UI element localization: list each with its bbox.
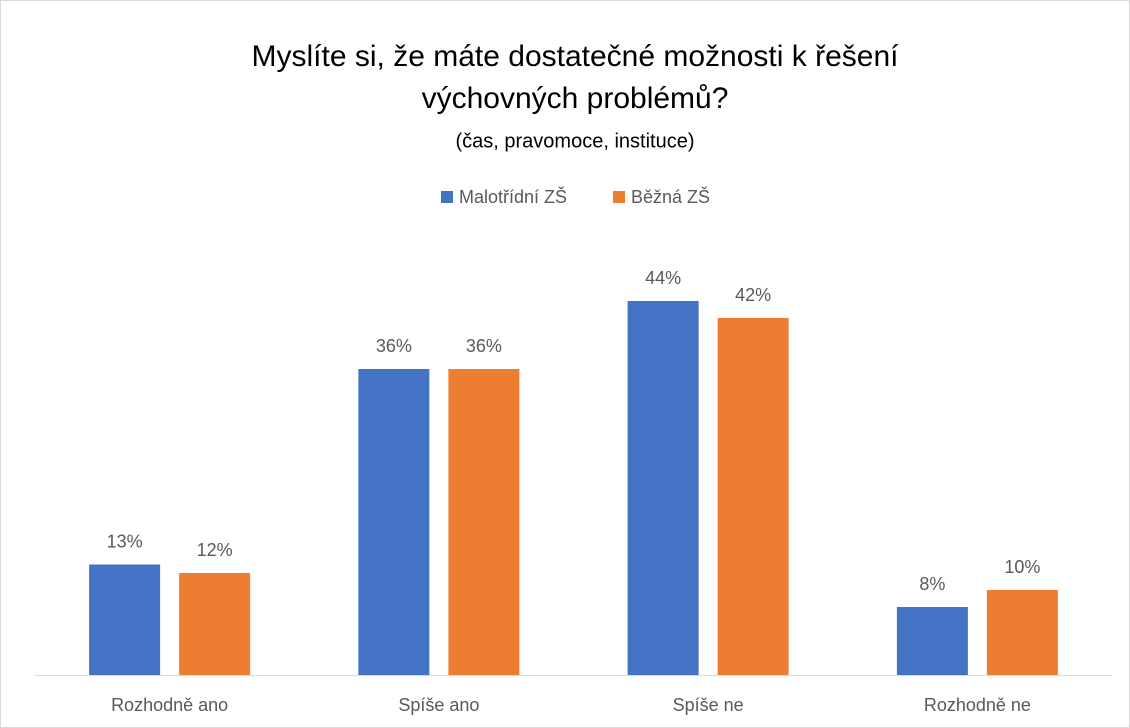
bar [89,564,161,675]
x-tick-label: Rozhodně ne [924,695,1031,715]
data-label: 10% [1004,557,1040,577]
data-label: 8% [919,574,945,594]
data-label: 36% [376,336,412,356]
bar [717,318,789,675]
bar [627,301,699,675]
data-label: 36% [466,336,502,356]
bar [358,369,430,675]
chart-subtitle: (čas, pravomoce, instituce) [456,130,695,152]
bar [986,590,1058,675]
data-label: 44% [645,268,681,288]
legend-label: Malotřídní ZŠ [459,186,567,207]
chart-title: výchovných problémů? [422,82,729,115]
chart-title: Myslíte si, že máte dostatečné možnosti … [252,40,900,73]
x-tick-label: Spíše ne [673,695,744,715]
legend-label: Běžná ZŠ [631,186,710,207]
bar [448,369,520,675]
bar [896,607,968,675]
legend-swatch [441,191,453,203]
x-tick-label: Rozhodně ano [111,695,228,715]
x-tick-label: Spíše ano [398,695,479,715]
bar [179,573,251,675]
data-label: 13% [107,531,143,551]
legend-swatch [613,191,625,203]
data-label: 12% [197,540,233,560]
data-label: 42% [735,285,771,305]
